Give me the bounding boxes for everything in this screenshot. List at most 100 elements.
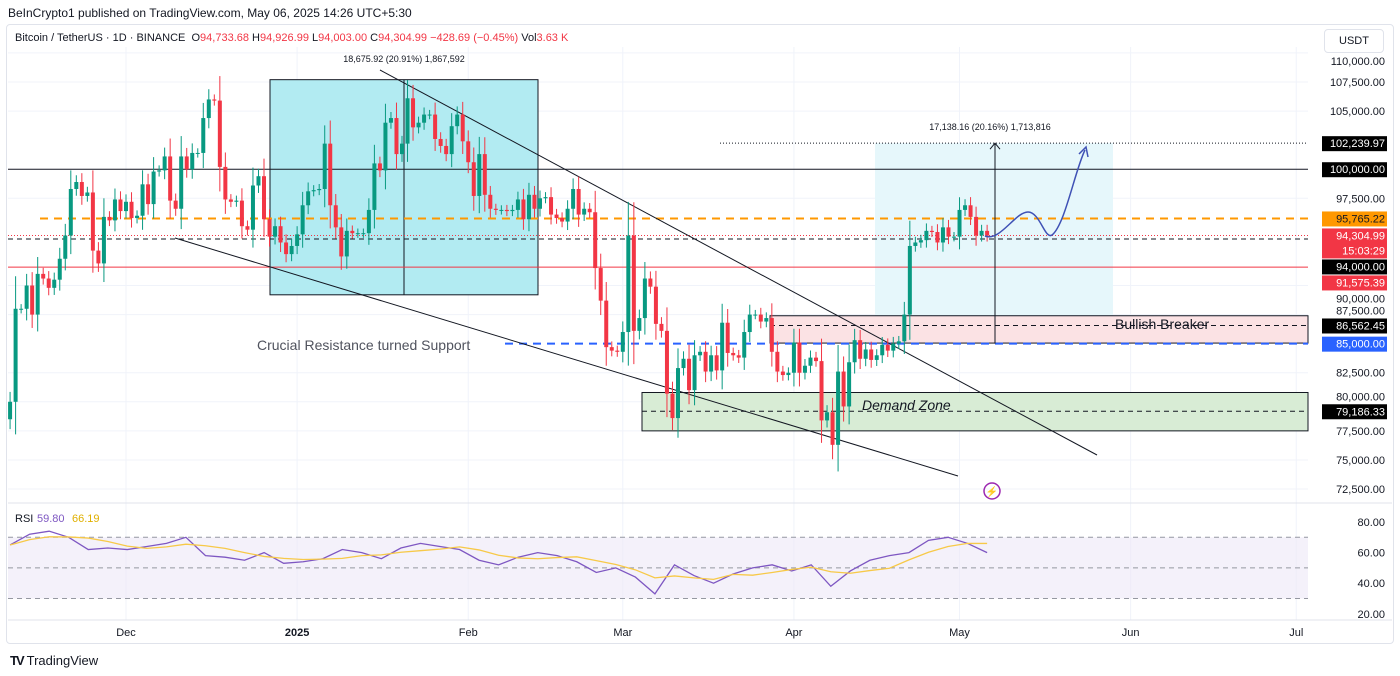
bullish-breaker-zone: [769, 315, 1309, 344]
candle-up: [372, 163, 377, 210]
price-label: 95,765.22: [1336, 213, 1385, 225]
candle-up: [63, 235, 68, 259]
candle-up: [582, 208, 587, 215]
upper-trendline[interactable]: [379, 69, 1098, 456]
price-label: 91,575.39: [1336, 277, 1385, 289]
candle-down: [267, 219, 272, 237]
candle-down: [769, 318, 774, 352]
candle-up: [802, 365, 807, 373]
candle-down: [532, 194, 537, 209]
candle-down: [869, 349, 874, 360]
candle-down: [96, 250, 101, 264]
demand-annotation: Demand Zone: [862, 397, 951, 413]
candle-up: [422, 114, 427, 123]
price-tick: 87,500.00: [1336, 305, 1385, 317]
price-label: 79,186.33: [1336, 406, 1385, 418]
candle-down: [493, 208, 498, 210]
candle-up: [543, 197, 548, 199]
footer-brand[interactable]: TV TradingView: [10, 653, 98, 668]
candle-down: [929, 230, 934, 233]
candle-up: [455, 114, 460, 127]
rsi-tick: 40.00: [1357, 578, 1385, 590]
candle-up: [427, 114, 432, 116]
brand-name: TradingView: [26, 653, 99, 668]
time-tick: Jul: [1289, 627, 1303, 639]
price-label-bg: [1322, 136, 1387, 152]
candle-up: [124, 201, 128, 212]
candle-down: [549, 197, 554, 215]
candle-up: [924, 230, 929, 241]
high-value: 94,926.99: [260, 32, 309, 44]
price-label-bg: [1322, 275, 1387, 291]
candle-down: [184, 156, 189, 170]
candle-up: [957, 209, 962, 237]
candle-up: [112, 199, 117, 221]
price-tick: 75,000.00: [1336, 455, 1385, 467]
candle-up: [140, 184, 145, 216]
rsi-ma-line: [9, 536, 988, 581]
candle-up: [571, 188, 576, 209]
candle-up: [880, 344, 885, 356]
candle-up: [747, 314, 752, 333]
price-label: 102,239.97: [1330, 138, 1385, 150]
projection-path[interactable]: [984, 149, 1086, 238]
candle-up: [151, 171, 156, 205]
close-value: 94,304.99: [378, 32, 428, 44]
measure-label-2: 17,138.16 (20.16%) 1,713,816: [929, 122, 1051, 132]
candle-down: [223, 166, 228, 200]
candle-down: [488, 194, 493, 209]
candle-down: [670, 393, 675, 419]
candle-up: [940, 227, 945, 243]
lower-trendline[interactable]: [174, 237, 959, 477]
candle-down: [212, 99, 217, 101]
candle-up: [295, 234, 300, 246]
candle-down: [394, 118, 399, 155]
candle-down: [245, 226, 250, 230]
candle-up: [709, 355, 714, 372]
candle-up: [979, 230, 984, 236]
price-label: 94,000.00: [1336, 261, 1385, 273]
candle-up: [19, 308, 24, 310]
candle-down: [587, 208, 592, 213]
symbol-title[interactable]: Bitcoin / TetherUS · 1D · BINANCE: [15, 32, 186, 44]
candle-up: [361, 233, 366, 235]
rsi-ma-value: 66.19: [72, 513, 100, 525]
candle-up: [515, 199, 520, 210]
candle-up: [57, 258, 62, 280]
candle-down: [79, 182, 84, 196]
candle-down: [438, 138, 443, 146]
candle-up: [676, 368, 680, 419]
candle-down: [482, 154, 487, 195]
candle-up: [289, 245, 294, 255]
currency-button[interactable]: USDT: [1324, 29, 1384, 53]
candle-up: [477, 154, 482, 196]
candle-up: [74, 182, 79, 189]
candle-down: [648, 278, 653, 287]
price-tick: 77,500.00: [1336, 426, 1385, 438]
rsi-line: [9, 530, 988, 595]
price-label: 86,562.45: [1336, 320, 1385, 332]
lightning-icon[interactable]: [983, 482, 1001, 500]
open-label: O: [191, 32, 201, 44]
candle-down: [466, 141, 471, 163]
candle-up: [642, 278, 647, 319]
candle-up: [190, 152, 195, 170]
candle-down: [239, 200, 244, 227]
candle-down: [615, 350, 620, 352]
candle-down: [731, 352, 736, 356]
candle-down: [714, 355, 719, 371]
price-label: 94,304.99: [1336, 230, 1385, 242]
candle-up: [101, 216, 106, 264]
close-label: C: [370, 32, 379, 44]
projection-arrow-icon: [1078, 145, 1089, 158]
support-annotation: Crucial Resistance turned Support: [257, 337, 470, 353]
candle-down: [631, 235, 636, 331]
ohlc-legend: Bitcoin / TetherUS · 1D · BINANCE O94,73…: [15, 32, 568, 44]
time-tick: Apr: [785, 627, 802, 639]
candle-down: [377, 163, 382, 171]
candle-down: [758, 314, 763, 322]
candle-up: [256, 176, 261, 186]
candle-up: [565, 208, 570, 222]
candle-up: [355, 233, 360, 235]
